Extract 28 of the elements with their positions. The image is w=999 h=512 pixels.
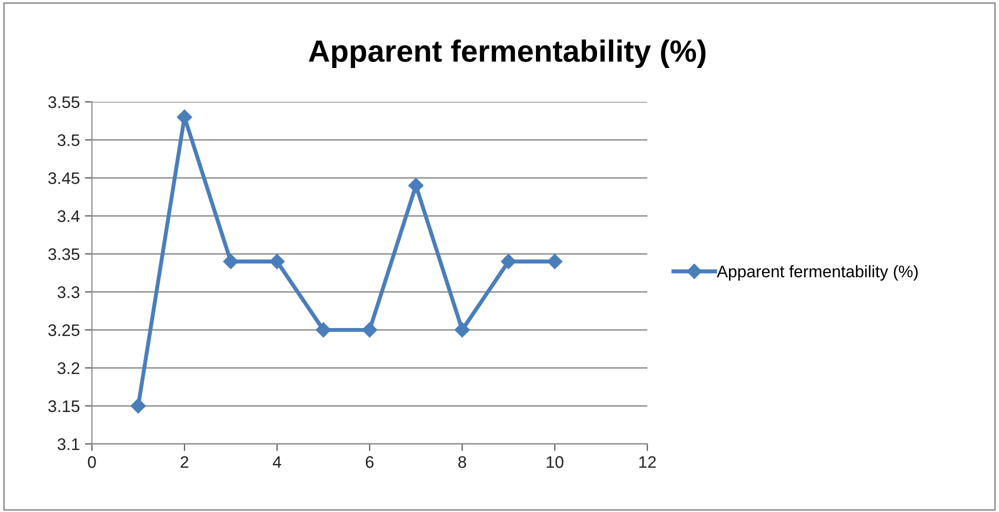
x-tick-label: 12 xyxy=(639,456,656,468)
y-tick-label: 3.15 xyxy=(48,400,80,412)
legend-label: Apparent fermentability (%) xyxy=(716,265,918,281)
point xyxy=(130,398,146,414)
y-tick-label: 3.25 xyxy=(48,324,80,336)
x-tick-label: 8 xyxy=(458,456,466,468)
x-tick-label: 0 xyxy=(88,456,96,468)
point xyxy=(362,322,378,338)
y-tick-label: 3.3 xyxy=(58,286,80,298)
x-tick-label: 4 xyxy=(272,456,282,468)
x-tick-label: 6 xyxy=(366,456,374,468)
y-tick-label: 3.45 xyxy=(48,172,80,184)
point xyxy=(316,322,331,338)
y-tick-label: 3.5 xyxy=(58,134,80,146)
point xyxy=(269,254,285,270)
x-tick-label: 10 xyxy=(546,456,564,468)
point xyxy=(223,254,238,270)
point xyxy=(454,322,470,338)
x-tick-label: 2 xyxy=(180,456,188,468)
point xyxy=(547,254,562,270)
y-tick-label: 3.35 xyxy=(48,248,80,260)
point xyxy=(408,178,424,194)
y-tick-label: 3.2 xyxy=(58,362,80,374)
point xyxy=(500,254,516,270)
y-tick-label: 3.1 xyxy=(58,438,80,450)
y-tick-label: 3.4 xyxy=(58,210,80,222)
y-tick-label: 3.55 xyxy=(48,96,80,108)
chart-title: Apparent fermentability (%) xyxy=(308,40,706,68)
